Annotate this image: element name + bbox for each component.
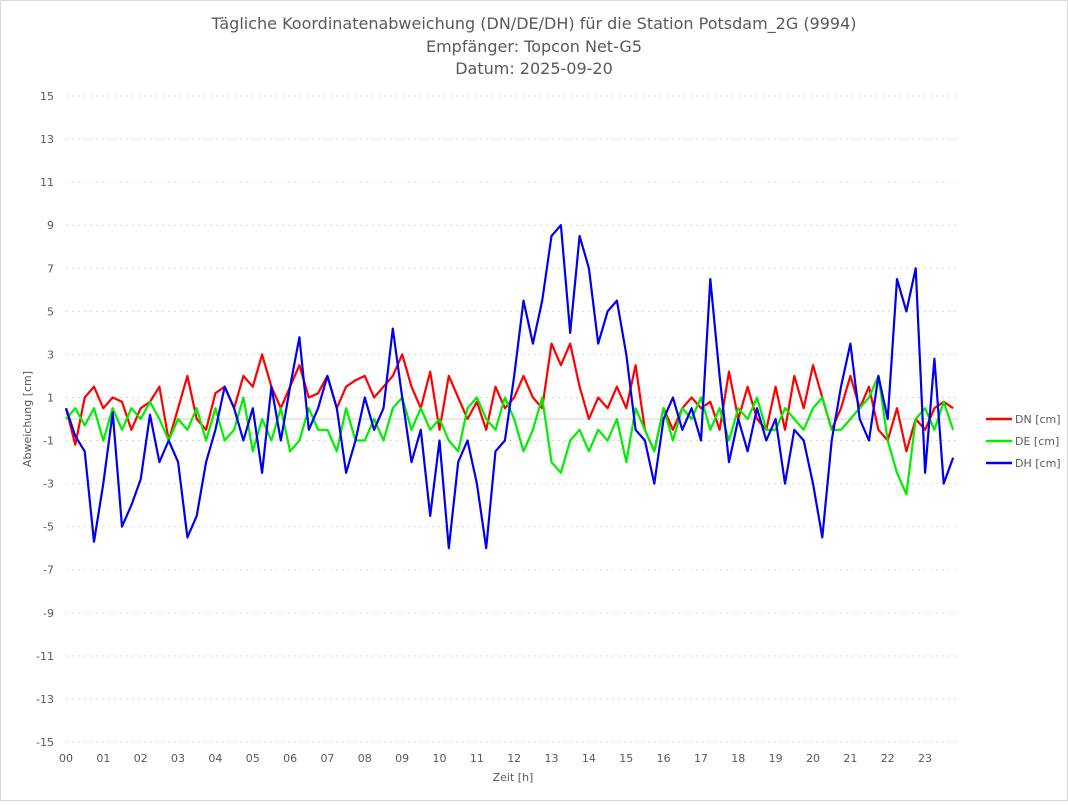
x-tick-label: 23: [918, 752, 932, 765]
x-tick-label: 22: [881, 752, 895, 765]
x-tick-label: 15: [619, 752, 633, 765]
grid: [66, 95, 959, 743]
y-tick-label: -13: [36, 693, 54, 706]
y-tick-label: 5: [47, 305, 54, 318]
y-tick-label: -7: [43, 564, 54, 577]
x-tick-label: 13: [545, 752, 559, 765]
y-tick-label: 7: [47, 262, 54, 275]
x-tick-label: 04: [208, 752, 222, 765]
chart-title-line-2: Empfänger: Topcon Net-G5: [426, 37, 642, 56]
y-tick-label: 15: [40, 90, 54, 103]
y-tick-label: 3: [47, 348, 54, 361]
x-tick-label: 03: [171, 752, 185, 765]
y-tick-label: 1: [47, 391, 54, 404]
y-tick-label: -1: [43, 435, 54, 448]
x-tick-label: 09: [395, 752, 409, 765]
y-axis-label: Abweichung [cm]: [21, 371, 34, 467]
x-tick-label: 16: [657, 752, 671, 765]
series-line-de: [65, 374, 955, 496]
x-tick-label: 06: [283, 752, 297, 765]
x-tick-label: 20: [806, 752, 820, 765]
y-tick-label: -11: [36, 650, 54, 663]
x-tick-label: 01: [96, 752, 110, 765]
series-lines: [64, 224, 955, 550]
x-tick-label: 00: [59, 752, 73, 765]
legend-label: DE [cm]: [1015, 435, 1059, 448]
x-tick-label: 12: [507, 752, 521, 765]
y-tick-label: -5: [43, 521, 54, 534]
x-tick-label: 10: [433, 752, 447, 765]
y-tick-labels: 15 13 11 9 7 5 3 1 -1 -3 -5 -7 -9 -11 -13 -15: [36, 90, 54, 749]
x-tick-label: 14: [582, 752, 596, 765]
x-tick-label: 07: [320, 752, 334, 765]
chart-title-line-3: Datum: 2025-09-20: [455, 59, 613, 78]
y-tick-label: 13: [40, 133, 54, 146]
series-line-dh: [64, 224, 955, 550]
x-tick-label: 21: [843, 752, 857, 765]
y-tick-label: -9: [43, 607, 54, 620]
y-tick-label: -15: [36, 736, 54, 749]
y-tick-label: -3: [43, 478, 54, 491]
x-tick-label: 18: [731, 752, 745, 765]
chart-title-line-1: Tägliche Koordinatenabweichung (DN/DE/DH…: [210, 14, 856, 34]
y-tick-label: 9: [47, 219, 54, 232]
x-axis-label: Zeit [h]: [493, 771, 534, 784]
x-tick-label: 11: [470, 752, 484, 765]
legend-label: DN [cm]: [1015, 413, 1061, 426]
x-tick-label: 19: [769, 752, 783, 765]
x-tick-labels: 00 01 02 03 04 05 06 07 08 09 10 11 12 13 14 15 16 17 18 19…: [59, 752, 932, 765]
legend-label: DH [cm]: [1015, 457, 1061, 470]
x-tick-label: 08: [358, 752, 372, 765]
x-tick-label: 05: [246, 752, 260, 765]
x-tick-label: 17: [694, 752, 708, 765]
y-tick-label: 11: [40, 176, 54, 189]
legend: DN [cm] DE [cm] DH [cm]: [986, 413, 1061, 470]
x-tick-label: 02: [134, 752, 148, 765]
